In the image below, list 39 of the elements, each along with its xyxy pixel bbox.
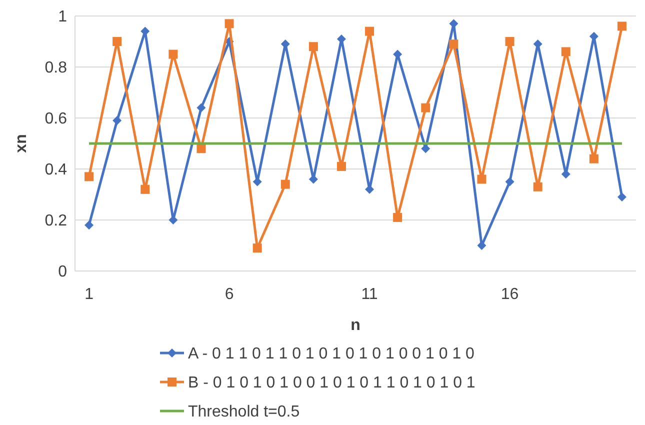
point <box>561 47 570 56</box>
point <box>589 154 598 164</box>
legend-label: Threshold t=0.5 <box>188 404 300 421</box>
point <box>84 172 94 182</box>
legend-label: B - 0 1 0 1 0 1 0 0 1 0 1 0 1 1 0 1 0 1 0 1 <box>188 374 476 392</box>
point <box>533 182 542 192</box>
point <box>196 103 206 112</box>
x-tick-label: 11 <box>361 286 378 303</box>
point <box>393 212 402 222</box>
x-tick-label: 1 <box>84 286 94 303</box>
point <box>505 177 514 186</box>
point <box>224 19 234 28</box>
legend-label: A - 0 1 1 0 1 1 0 1 0 1 0 1 0 1 0 0 1 0 1 0 <box>188 346 475 363</box>
point <box>308 42 318 52</box>
point <box>477 174 486 184</box>
y-tick-label: 0.4 <box>44 162 68 179</box>
point <box>505 37 514 46</box>
point <box>140 184 150 194</box>
y-tick-label: 0.8 <box>44 60 68 77</box>
y-tick-label: 0.6 <box>44 110 68 128</box>
y-tick-label: 1 <box>58 8 68 26</box>
point <box>252 244 262 253</box>
point <box>421 103 430 112</box>
point <box>168 50 178 59</box>
x-tick-label: 6 <box>224 286 234 303</box>
point <box>617 192 626 202</box>
point <box>365 26 374 36</box>
point <box>112 37 122 46</box>
point <box>280 180 290 189</box>
y-tick-label: 0 <box>58 264 68 281</box>
point <box>449 40 458 49</box>
y-tick-label: 0.2 <box>44 212 68 230</box>
x-axis-title: n <box>350 317 360 334</box>
point <box>617 22 626 31</box>
point <box>112 116 122 126</box>
point <box>84 220 94 230</box>
y-axis-title: xn <box>13 134 30 153</box>
x-tick-label: 16 <box>500 286 519 303</box>
point <box>336 162 346 171</box>
